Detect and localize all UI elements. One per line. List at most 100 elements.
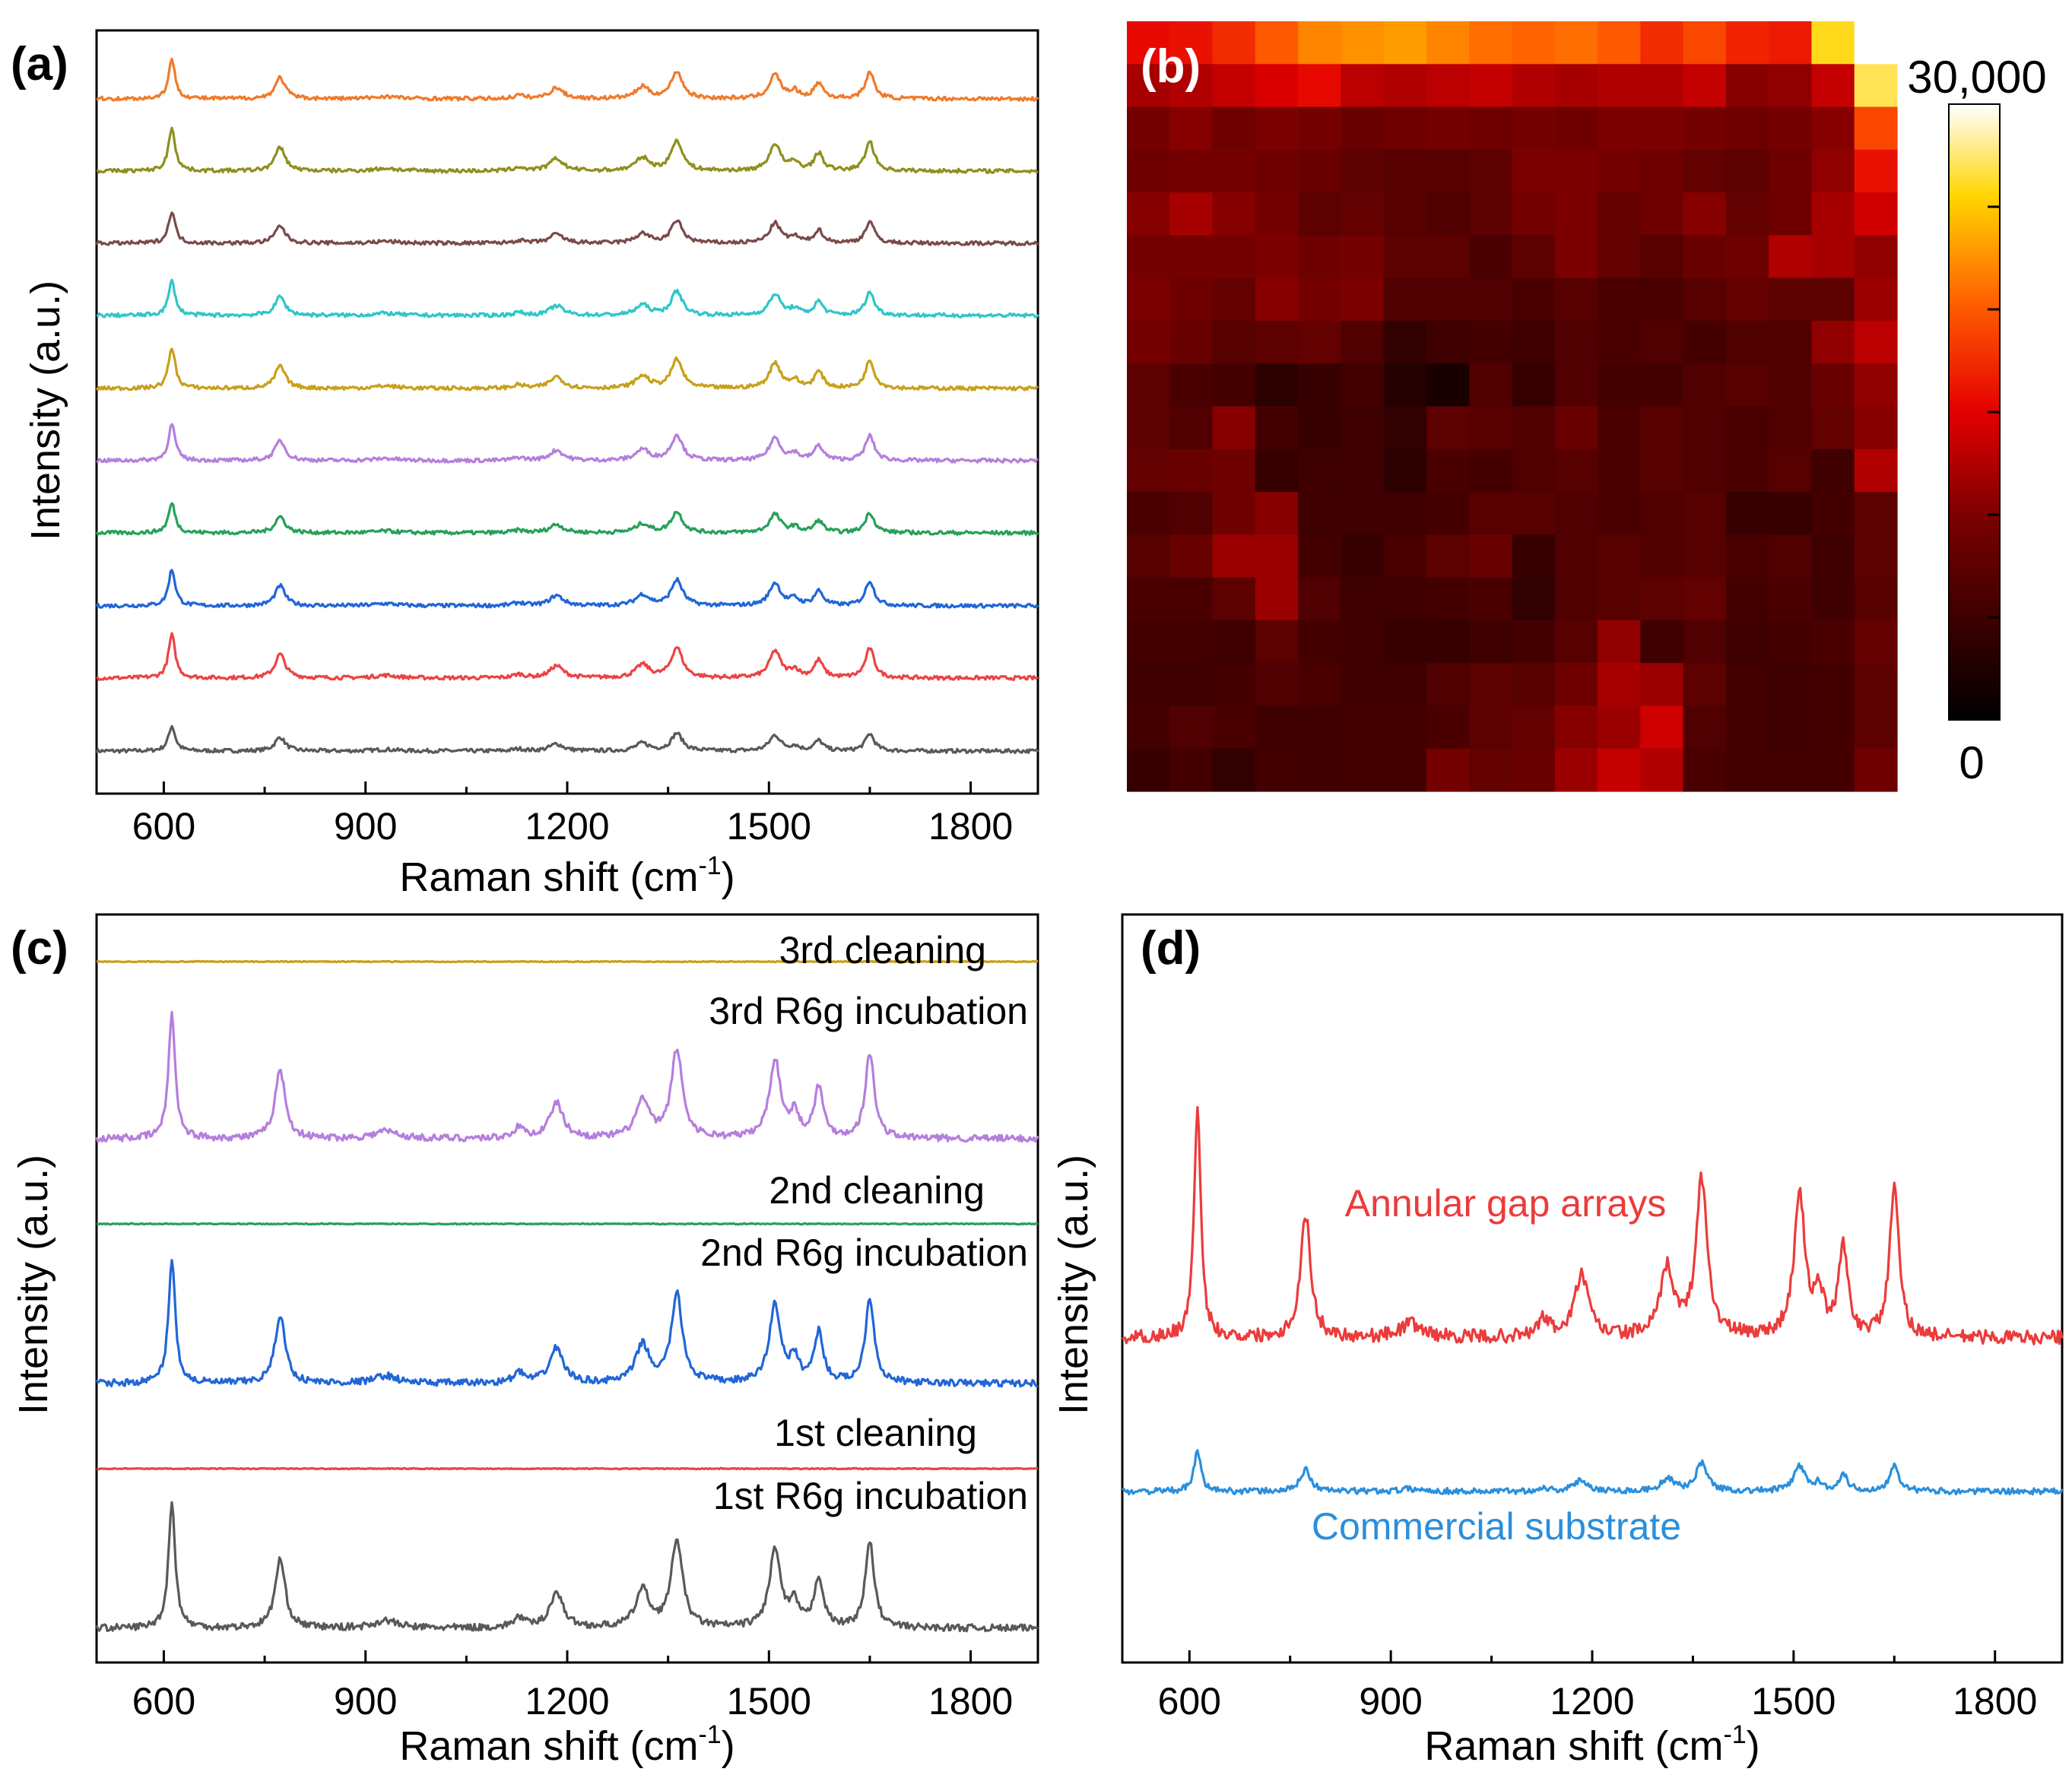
panel-c-2nd-cleaning (96, 1222, 1039, 1226)
heatmap-cell (1212, 406, 1256, 450)
heatmap-cell (1640, 663, 1684, 707)
heatmap-cell (1854, 406, 1898, 450)
heatmap-cell (1469, 363, 1513, 407)
panel-d-xlabel: Raman shift (cm-1) (1424, 1720, 1759, 1769)
heatmap-cell (1683, 277, 1727, 322)
heatmap-cell (1169, 235, 1214, 279)
heatmap-cell (1212, 620, 1256, 664)
heatmap-cell (1426, 449, 1470, 493)
panel-a-ylabel: Intensity (a.u.) (23, 281, 68, 540)
heatmap-cell (1255, 106, 1299, 151)
heatmap-cell (1298, 534, 1341, 578)
heatmap-cell (1640, 149, 1684, 193)
heatmap-cell (1640, 492, 1684, 535)
heatmap-cell (1683, 705, 1727, 750)
panel-a-tick-label: 1200 (525, 805, 609, 848)
heatmap-cell (1554, 663, 1598, 707)
heatmap-cell (1554, 705, 1598, 750)
heatmap-cell (1683, 192, 1727, 236)
heatmap-cell (1169, 149, 1214, 193)
heatmap-cell (1255, 64, 1299, 108)
colorbar-ticks (1988, 205, 2000, 619)
heatmap-cell (1811, 64, 1855, 108)
heatmap-cell (1426, 21, 1470, 65)
panel-a-series-2 (96, 632, 1039, 681)
heatmap-cell (1683, 577, 1727, 621)
panel-a-frame (95, 29, 1039, 795)
heatmap-cell (1854, 320, 1898, 364)
heatmap-cell (1854, 748, 1898, 792)
heatmap-cell (1383, 106, 1427, 151)
heatmap-cell (1426, 363, 1470, 407)
heatmap-cell (1683, 64, 1727, 108)
panel-c-ylabel: Intensity (a.u.) (11, 1155, 56, 1415)
heatmap-cell (1769, 492, 1813, 535)
heatmap-cell (1640, 748, 1684, 792)
heatmap-cell (1769, 21, 1813, 65)
heatmap-cell (1854, 492, 1898, 535)
heatmap-cell (1383, 620, 1427, 664)
heatmap-cell (1640, 705, 1684, 750)
heatmap-cell (1298, 406, 1341, 450)
panel-a: 600 900 1200 1500 1800 Raman shift (cm-1) In… (23, 29, 1039, 900)
heatmap-cell (1469, 64, 1513, 108)
panel-a-tick-label: 1500 (727, 805, 811, 848)
heatmap-cell (1811, 406, 1855, 450)
heatmap-cell (1341, 534, 1385, 578)
heatmap-cell (1811, 705, 1855, 750)
panel-c-tick-label: 900 (334, 1680, 397, 1723)
panel-c-label-5: 3rd R6g incubation (709, 990, 1028, 1032)
heatmap-cell (1811, 534, 1855, 578)
heatmap-cell (1212, 320, 1256, 364)
heatmap-cell (1127, 748, 1170, 792)
heatmap-cell (1854, 106, 1898, 151)
heatmap-cell (1469, 192, 1513, 236)
heatmap-cell (1212, 149, 1256, 193)
heatmap-cell (1341, 363, 1385, 407)
heatmap-cell (1426, 106, 1470, 151)
heatmap-cell (1469, 663, 1513, 707)
heatmap-cell (1341, 277, 1385, 322)
panel-d-tick-label: 900 (1359, 1680, 1422, 1723)
panel-c-traces (95, 959, 1039, 1633)
heatmap-cell (1725, 277, 1769, 322)
heatmap-cell (1725, 705, 1769, 750)
heatmap-cell (1212, 534, 1256, 578)
heatmap-cell (1640, 363, 1684, 407)
heatmap-cell (1212, 235, 1256, 279)
heatmap-cell (1298, 21, 1341, 65)
heatmap-cell (1769, 449, 1813, 493)
heatmap-cells (1127, 21, 1898, 792)
heatmap-cell (1255, 149, 1299, 193)
panel-d-tick-label: 1500 (1751, 1680, 1836, 1723)
heatmap-cell (1811, 277, 1855, 322)
heatmap-cell (1169, 534, 1214, 578)
heatmap-cell (1769, 149, 1813, 193)
heatmap-cell (1598, 748, 1641, 792)
heatmap-cell (1854, 235, 1898, 279)
heatmap-cell (1512, 663, 1556, 707)
heatmap-cell (1769, 277, 1813, 322)
heatmap-cell (1169, 192, 1214, 236)
heatmap-cell (1383, 577, 1427, 621)
heatmap-cell (1212, 577, 1256, 621)
panel-c: 1st R6g incubation 1st cleaning 2nd R6g in… (11, 913, 1039, 1769)
heatmap-cell (1598, 406, 1641, 450)
panel-a-series-10 (96, 57, 1039, 102)
heatmap-cell (1383, 406, 1427, 450)
heatmap-cell (1811, 663, 1855, 707)
heatmap-cell (1512, 277, 1556, 322)
heatmap-cell (1426, 705, 1470, 750)
heatmap-cell (1512, 106, 1556, 151)
heatmap-cell (1426, 277, 1470, 322)
heatmap-cell (1426, 534, 1470, 578)
heatmap-cell (1298, 106, 1341, 151)
heatmap-cell (1854, 64, 1898, 108)
heatmap-cell (1127, 192, 1170, 236)
heatmap-cell (1854, 534, 1898, 578)
heatmap-cell (1554, 363, 1598, 407)
heatmap-cell (1554, 320, 1598, 364)
heatmap-cell (1127, 449, 1170, 493)
heatmap-cell (1554, 620, 1598, 664)
heatmap-cell (1255, 620, 1299, 664)
